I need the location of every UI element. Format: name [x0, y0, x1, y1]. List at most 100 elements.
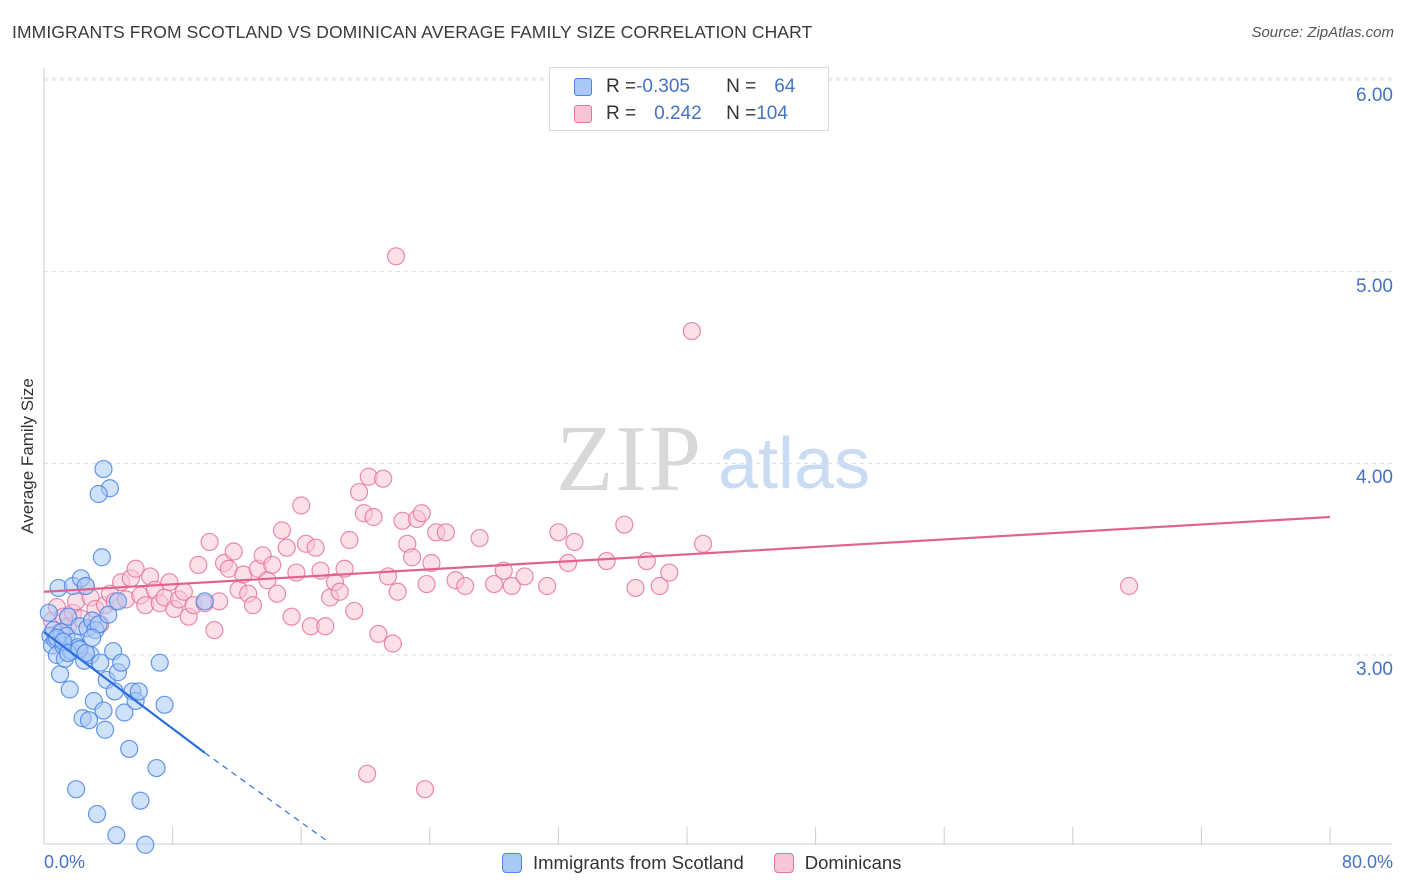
y-tick-label: 6.00	[1356, 85, 1393, 106]
axes	[43, 68, 1392, 845]
data-point	[120, 739, 139, 759]
data-point	[340, 530, 359, 550]
data-point	[60, 680, 79, 699]
legend-item-scotland[interactable]: Immigrants from Scotland	[502, 852, 744, 874]
y-axis-label: Average Family Size	[18, 378, 37, 534]
trend-line-scotland	[43, 631, 206, 754]
data-point	[147, 758, 166, 778]
data-point	[267, 584, 287, 603]
trend-line-dominicans	[43, 515, 1331, 593]
data-point	[39, 603, 58, 622]
y-tick-label: 5.00	[1356, 276, 1393, 297]
data-point	[626, 578, 645, 598]
data-point	[107, 826, 126, 845]
data-point	[92, 548, 111, 567]
data-point	[345, 601, 364, 621]
series-legend: Immigrants from Scotland Dominicans	[502, 852, 931, 874]
data-point	[200, 532, 219, 552]
data-point	[272, 521, 292, 540]
data-point	[374, 469, 393, 488]
data-point	[386, 247, 406, 266]
data-point	[67, 780, 86, 799]
trend-lines	[43, 515, 1331, 842]
data-point	[306, 538, 325, 557]
data-point	[112, 653, 131, 672]
data-point	[417, 574, 436, 594]
data-point	[470, 528, 489, 548]
series-dominicans	[42, 247, 1139, 799]
data-point	[89, 484, 108, 504]
data-point	[224, 542, 243, 561]
data-point	[87, 804, 107, 824]
data-point	[94, 459, 113, 479]
correlation-legend: R = -0.305 N = 64 R = 0.242 N = 104	[549, 67, 829, 131]
data-point	[456, 576, 475, 596]
data-point	[99, 605, 118, 624]
y-tick-label: 3.00	[1356, 659, 1393, 680]
data-point	[388, 582, 407, 601]
data-point	[369, 624, 388, 644]
data-point	[650, 576, 669, 596]
data-point	[485, 574, 504, 594]
chart-title: IMMIGRANTS FROM SCOTLAND VS DOMINICAN AV…	[12, 22, 813, 42]
data-point	[160, 573, 179, 592]
data-point	[95, 720, 115, 739]
watermark-atlas: atlas	[718, 424, 870, 504]
legend-r-value: -0.305	[636, 76, 690, 97]
data-point	[136, 835, 155, 854]
data-point	[205, 620, 224, 640]
data-point	[558, 553, 578, 573]
x-tick-label-min: 0.0%	[44, 852, 86, 872]
data-point	[126, 559, 145, 578]
data-point	[682, 321, 701, 341]
legend-n-value: 64	[774, 76, 796, 97]
legend-n-label: N =	[726, 76, 757, 97]
data-point	[91, 653, 110, 672]
x-tick-label-max: 80.0%	[1341, 852, 1393, 872]
trend-line-scotland-extension	[204, 752, 328, 842]
data-point	[615, 515, 634, 534]
data-point	[189, 555, 208, 575]
data-point	[282, 607, 301, 626]
data-point	[115, 703, 134, 722]
data-point	[316, 617, 335, 636]
data-point	[358, 764, 377, 783]
data-point	[597, 551, 616, 571]
watermark: ZIP atlas	[556, 407, 870, 511]
legend-row-scotland: R = -0.305 N = 64	[574, 75, 795, 99]
data-point	[79, 711, 99, 730]
data-point	[108, 592, 128, 611]
legend-swatch-blue	[574, 78, 592, 96]
data-point	[436, 523, 455, 542]
y-tick-label: 4.00	[1356, 467, 1393, 488]
data-point	[243, 596, 263, 615]
data-point	[693, 534, 713, 553]
watermark-zip: ZIP	[556, 407, 703, 511]
data-point	[538, 576, 557, 596]
data-point	[94, 701, 113, 720]
legend-r-label: R =	[606, 76, 637, 97]
data-point	[76, 643, 95, 663]
legend-label-dominicans: Dominicans	[804, 852, 902, 873]
legend-n-label: N =	[726, 103, 757, 124]
data-point	[277, 538, 296, 557]
legend-n-value: 104	[756, 103, 788, 124]
data-point	[637, 551, 656, 571]
data-point	[83, 628, 102, 647]
data-point	[565, 532, 584, 552]
series-scotland	[39, 459, 214, 854]
data-point	[349, 482, 369, 502]
data-point	[502, 576, 521, 596]
legend-label-scotland: Immigrants from Scotland	[533, 852, 744, 873]
data-point	[76, 576, 95, 596]
legend-item-dominicans[interactable]: Dominicans	[773, 852, 902, 874]
data-point	[494, 561, 513, 580]
legend-swatch-pink	[773, 853, 794, 873]
data-point	[1119, 576, 1139, 596]
data-point	[155, 695, 174, 714]
data-point	[150, 653, 169, 672]
legend-swatch-pink	[574, 105, 592, 123]
data-point	[422, 553, 441, 573]
data-point	[549, 523, 568, 542]
legend-swatch-blue	[502, 853, 522, 873]
